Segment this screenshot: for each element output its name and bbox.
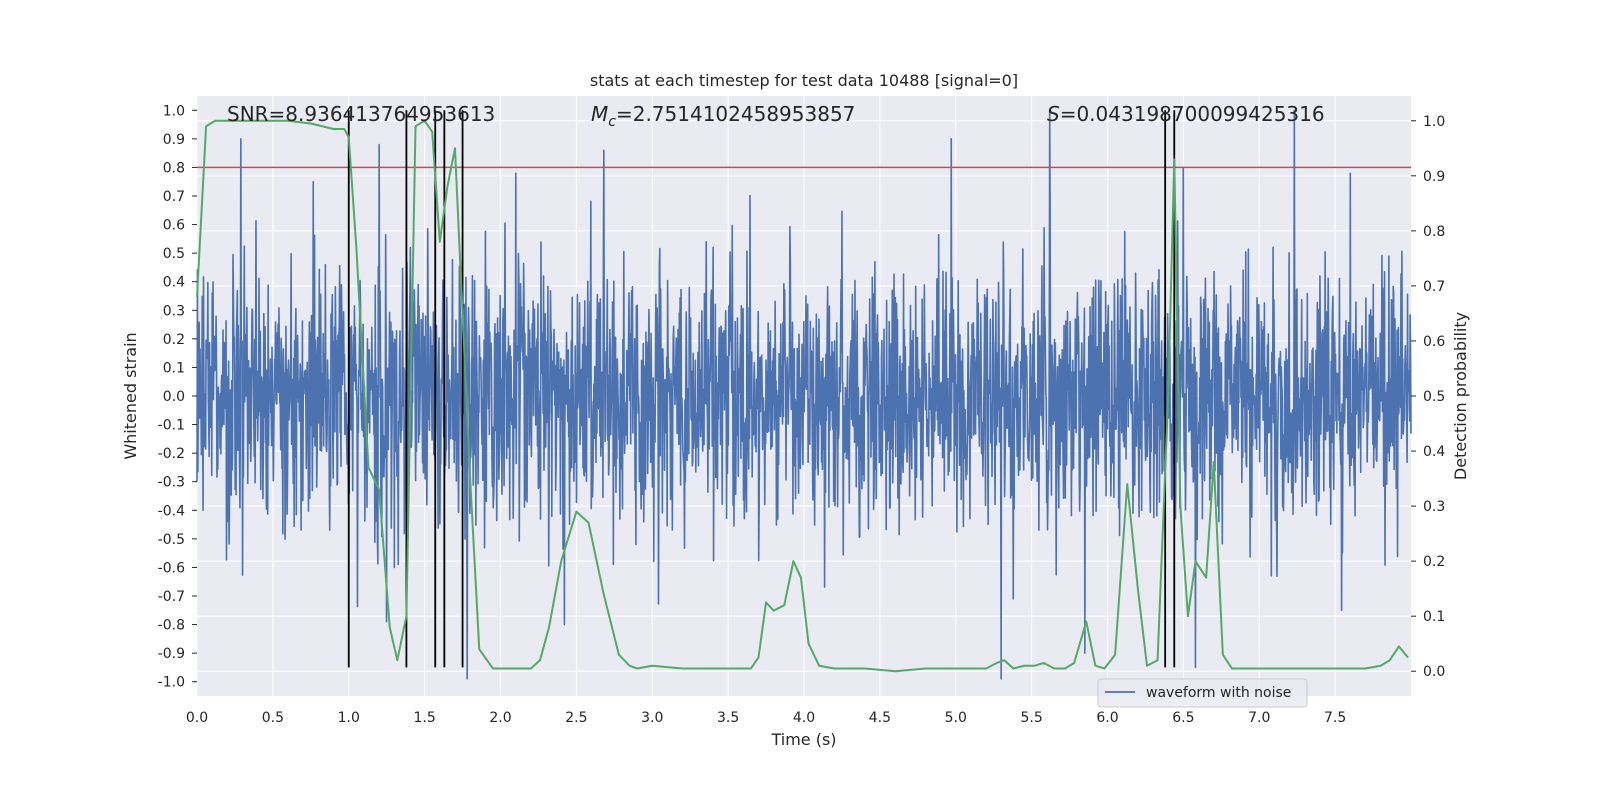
left-tick-label: -0.5 bbox=[158, 532, 185, 548]
right-tick-label: 0.8 bbox=[1423, 224, 1445, 240]
x-tick-label: 3.0 bbox=[641, 710, 663, 726]
right-axis-ticks: 1.0 0.9 0.8 0.7 0.6 0.5 0.4 0.3 0.2 0.1 0.0 bbox=[1411, 114, 1445, 680]
left-tick-label: -0.4 bbox=[158, 503, 185, 519]
x-tick-label: 4.0 bbox=[793, 710, 815, 726]
s-value: =0.043198700099425316 bbox=[1060, 102, 1325, 126]
left-tick-label: -0.8 bbox=[158, 618, 185, 634]
right-tick-label: 0.0 bbox=[1423, 664, 1445, 680]
left-axis-ticks: 1.0 0.9 0.8 0.7 0.6 0.5 0.4 0.3 0.2 0.1 0.0 -0.1 -0.… bbox=[158, 103, 197, 691]
s-annotation: S=0.043198700099425316 bbox=[1047, 102, 1325, 126]
left-tick-label: -0.7 bbox=[158, 589, 185, 605]
right-tick-label: 0.7 bbox=[1423, 279, 1445, 295]
x-tick-label: 1.5 bbox=[413, 710, 435, 726]
x-tick-label: 0.0 bbox=[186, 710, 208, 726]
left-tick-label: -0.1 bbox=[158, 418, 185, 434]
x-tick-label: 0.5 bbox=[262, 710, 284, 726]
vertical-markers bbox=[347, 110, 1176, 668]
x-tick-label: 7.5 bbox=[1324, 710, 1346, 726]
x-tick-label: 2.0 bbox=[489, 710, 511, 726]
right-tick-label: 0.4 bbox=[1423, 444, 1445, 460]
left-tick-label: 0.8 bbox=[163, 160, 185, 176]
x-axis-ticks: 0.0 0.5 1.0 1.5 2.0 2.5 3.0 3.5 4.0 4.5 5.0 5.5 6.0 6… bbox=[186, 710, 1346, 726]
right-tick-label: 0.5 bbox=[1423, 389, 1445, 405]
chirp-mass-annotation: Mc=2.7514102458953857 bbox=[591, 102, 855, 130]
s-symbol: S bbox=[1047, 102, 1060, 126]
left-tick-label: 0.9 bbox=[163, 132, 185, 148]
left-tick-label: -1.0 bbox=[158, 675, 185, 691]
x-tick-label: 1.0 bbox=[338, 710, 360, 726]
x-tick-label: 6.0 bbox=[1096, 710, 1118, 726]
left-tick-label: 0.0 bbox=[163, 389, 185, 405]
left-tick-label: 0.1 bbox=[163, 360, 185, 376]
left-tick-label: 0.6 bbox=[163, 218, 185, 234]
x-tick-label: 7.0 bbox=[1248, 710, 1270, 726]
x-tick-label: 4.5 bbox=[869, 710, 891, 726]
left-tick-label: 0.2 bbox=[163, 332, 185, 348]
x-tick-label: 2.5 bbox=[565, 710, 587, 726]
legend: waveform with noise bbox=[1097, 678, 1308, 708]
chart-title: stats at each timestep for test data 104… bbox=[590, 71, 1018, 90]
right-tick-label: 0.9 bbox=[1423, 169, 1445, 185]
waveform-line bbox=[196, 109, 1412, 680]
left-tick-label: 0.7 bbox=[163, 189, 185, 205]
left-tick-label: 1.0 bbox=[163, 103, 185, 119]
x-axis-label: Time (s) bbox=[770, 730, 836, 749]
right-tick-label: 1.0 bbox=[1423, 114, 1445, 130]
left-tick-label: -0.9 bbox=[158, 646, 185, 662]
left-tick-label: -0.2 bbox=[158, 446, 185, 462]
right-axis-label: Detection probability bbox=[1451, 312, 1470, 480]
probability-line bbox=[196, 119, 1409, 673]
chirp-mass-subscript: c bbox=[608, 114, 616, 130]
left-tick-label: -0.6 bbox=[158, 560, 185, 576]
left-tick-label: 0.3 bbox=[163, 303, 185, 319]
chirp-mass-symbol: M bbox=[591, 102, 608, 126]
left-axis-label: Whitened strain bbox=[121, 332, 140, 459]
x-tick-label: 6.5 bbox=[1172, 710, 1194, 726]
right-tick-label: 0.1 bbox=[1423, 609, 1445, 625]
right-tick-label: 0.6 bbox=[1423, 334, 1445, 350]
left-tick-label: 0.5 bbox=[163, 246, 185, 262]
chirp-mass-value: =2.7514102458953857 bbox=[616, 102, 855, 126]
left-tick-label: -0.3 bbox=[158, 475, 185, 491]
right-tick-label: 0.2 bbox=[1423, 554, 1445, 570]
waveform-series bbox=[196, 109, 1412, 680]
legend-box bbox=[1097, 678, 1308, 708]
right-tick-label: 0.3 bbox=[1423, 499, 1445, 515]
x-tick-label: 3.5 bbox=[717, 710, 739, 726]
legend-label: waveform with noise bbox=[1146, 685, 1291, 701]
snr-annotation: SNR=8.936413764953613 bbox=[227, 102, 495, 126]
x-tick-label: 5.5 bbox=[1020, 710, 1042, 726]
probability-layer bbox=[196, 119, 1409, 673]
left-tick-label: 0.4 bbox=[163, 275, 185, 291]
x-tick-label: 5.0 bbox=[945, 710, 967, 726]
